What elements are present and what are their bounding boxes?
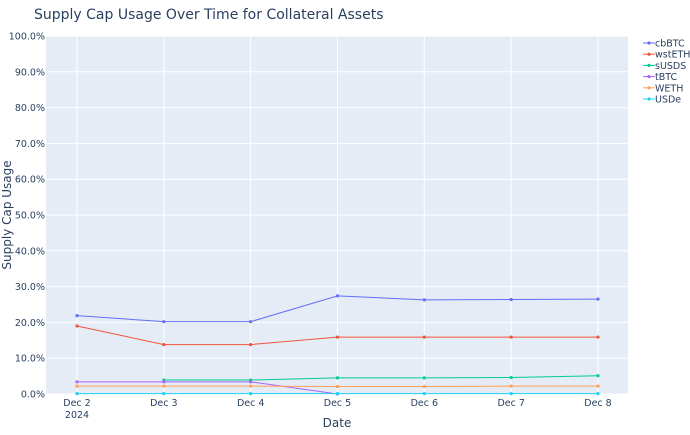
legend-marker-tbtc [647,75,650,78]
data-point-cbbtc[interactable] [510,298,513,301]
y-tick-label: 60.0% [15,175,45,186]
data-point-cbbtc[interactable] [596,298,599,301]
data-point-usde[interactable] [249,392,252,395]
data-point-tbtc[interactable] [75,380,78,383]
y-tick-label: 100.0% [9,32,45,43]
data-point-usde[interactable] [162,392,165,395]
x-axis-label: Date [323,416,352,430]
legend-label-wsteth[interactable]: wstETH [655,50,690,61]
legend-marker-susds [647,64,650,67]
data-point-weth[interactable] [596,385,599,388]
x-tick-year-label: 2024 [65,410,89,421]
data-point-usde[interactable] [596,392,599,395]
data-point-susds[interactable] [336,376,339,379]
data-point-weth[interactable] [75,385,78,388]
x-tick-label: Dec 7 [497,398,524,409]
y-tick-label: 90.0% [15,67,45,78]
data-point-wsteth[interactable] [162,343,165,346]
x-tick-label: Dec 8 [584,398,611,409]
data-point-weth[interactable] [510,385,513,388]
x-tick-label: Dec 2 [63,398,90,409]
legend-marker-weth [647,86,650,89]
legend-label-susds[interactable]: sUSDS [655,61,686,72]
data-point-susds[interactable] [423,376,426,379]
x-tick-label: Dec 6 [411,398,438,409]
data-point-wsteth[interactable] [249,343,252,346]
y-tick-label: 80.0% [15,103,45,114]
data-point-weth[interactable] [423,385,426,388]
data-point-wsteth[interactable] [510,335,513,338]
y-axis-label: Supply Cap Usage [0,160,14,269]
legend-label-tbtc[interactable]: tBTC [655,72,677,83]
legend-label-weth[interactable]: WETH [655,83,683,94]
legend-label-usde[interactable]: USDe [655,95,681,106]
y-tick-label: 70.0% [15,139,45,150]
data-point-weth[interactable] [336,385,339,388]
data-point-wsteth[interactable] [75,324,78,327]
y-tick-label: 30.0% [15,282,45,293]
data-point-usde[interactable] [510,392,513,395]
data-point-usde[interactable] [336,392,339,395]
data-point-cbbtc[interactable] [162,320,165,323]
data-point-usde[interactable] [75,392,78,395]
data-point-weth[interactable] [249,385,252,388]
chart-title: Supply Cap Usage Over Time for Collatera… [34,7,384,23]
data-point-wsteth[interactable] [336,335,339,338]
data-point-cbbtc[interactable] [249,320,252,323]
data-point-cbbtc[interactable] [75,314,78,317]
data-point-weth[interactable] [162,385,165,388]
x-tick-label: Dec 5 [324,398,351,409]
y-tick-labels: 0.0% 10.0% 20.0% 30.0% 40.0% 50.0% 60.0% 70.0% 8… [9,32,45,401]
data-point-usde[interactable] [423,392,426,395]
legend-label-cbbtc[interactable]: cbBTC [655,39,685,50]
y-tick-label: 10.0% [15,354,45,365]
data-point-cbbtc[interactable] [336,294,339,297]
data-point-tbtc[interactable] [162,380,165,383]
data-point-wsteth[interactable] [596,335,599,338]
x-tick-label: Dec 4 [237,398,264,409]
legend-marker-wsteth [647,53,650,56]
legend-marker-cbbtc [647,41,650,44]
data-point-tbtc[interactable] [249,380,252,383]
y-tick-label: 0.0% [21,390,45,401]
legend-marker-usde [647,97,650,100]
data-point-cbbtc[interactable] [423,298,426,301]
data-point-susds[interactable] [510,376,513,379]
y-tick-label: 20.0% [15,318,45,329]
x-tick-label: Dec 3 [150,398,177,409]
y-tick-label: 40.0% [15,246,45,257]
data-point-wsteth[interactable] [423,335,426,338]
y-tick-label: 50.0% [15,211,45,222]
data-point-susds[interactable] [596,374,599,377]
